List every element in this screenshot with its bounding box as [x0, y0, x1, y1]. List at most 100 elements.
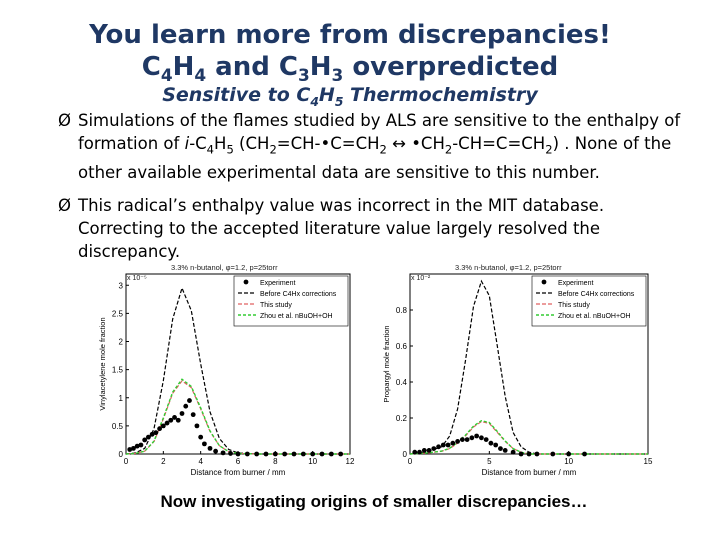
- y-axis-label: Vinylacetylene mole fraction: [98, 317, 107, 410]
- y-tick-label: 1.5: [112, 366, 124, 375]
- vinylacetylene-chart: 3.3% n-butanol, φ=1.2, p=25torr x 10⁻⁵ 0 2 4…: [98, 263, 355, 477]
- title-text: Thermochemistry: [343, 84, 538, 106]
- legend-label: This study: [558, 302, 590, 309]
- series-line: [125, 380, 350, 455]
- subscript: 2: [444, 142, 453, 157]
- subscript: 2: [269, 142, 277, 157]
- subscript: 4: [160, 65, 173, 86]
- experiment-point: [235, 451, 241, 457]
- title-text: overpredicted: [343, 52, 559, 82]
- experiment-point: [198, 434, 204, 440]
- y-axis-label: Propargyl mole fraction: [382, 325, 391, 402]
- experiment-point: [168, 417, 174, 423]
- subscript: 2: [379, 142, 387, 157]
- chart-title: 3.3% n-butanol, φ=1.2, p=25torr: [455, 263, 562, 272]
- bullet-text-segment: H: [214, 134, 227, 153]
- experiment-point: [431, 446, 437, 451]
- x-tick-label: 0: [124, 457, 129, 466]
- experiment-point: [272, 451, 278, 457]
- legend-label: This study: [260, 302, 292, 309]
- subscript: 5: [226, 142, 234, 157]
- experiment-point: [455, 439, 460, 444]
- slide-subtitle: Sensitive to C4H5 Thermochemistry: [0, 84, 710, 109]
- propargyl-chart: 3.3% n-butanol, φ=1.2, p=25torr x 10⁻² 0 5 1…: [382, 263, 653, 477]
- experiment-point: [207, 445, 213, 451]
- y-tick-label: 0.6: [396, 342, 408, 351]
- legend-box: [531, 275, 647, 327]
- experiment-point: [338, 451, 344, 457]
- subscript: 5: [334, 94, 344, 109]
- y-tick-label: 2: [119, 338, 124, 347]
- experiment-point: [190, 412, 196, 418]
- bullet-1: Ø Simulations of the flames studied by A…: [58, 109, 688, 184]
- x-tick-label: 10: [308, 457, 317, 466]
- bullet-text-segment: -CH=C=CH: [452, 134, 546, 153]
- experiment-point: [157, 426, 162, 432]
- legend-label: Before C4Hx corrections: [558, 291, 635, 298]
- subscript: 3: [331, 65, 344, 86]
- title-text: H: [172, 52, 195, 82]
- legend-box: [233, 275, 349, 327]
- bullet-text-segment: =CH-•C=CH: [276, 134, 380, 153]
- experiment-point: [319, 451, 325, 457]
- bullet-text-segment: ) . None of the other available experime…: [78, 134, 672, 183]
- experiment-point: [291, 451, 297, 457]
- experiment-point: [175, 417, 181, 423]
- title-text: H: [309, 52, 332, 82]
- bullet-arrow-icon: Ø: [58, 196, 71, 215]
- bullet-1-text: Simulations of the flames studied by ALS…: [78, 111, 680, 182]
- legend-swatch: [541, 279, 547, 285]
- y-tick-label: 0: [403, 450, 408, 459]
- x-axis-label: Distance from burner / mm: [482, 468, 577, 477]
- experiment-point: [488, 440, 494, 446]
- experiment-point: [328, 451, 334, 457]
- bullet-2-text: This radical’s enthalpy value was incorr…: [78, 196, 604, 261]
- x-tick-label: 10: [564, 457, 573, 466]
- experiment-point: [498, 446, 503, 451]
- legend-label: Zhou et al. nBuOH+OH: [260, 313, 333, 320]
- bullet-text-segment: Simulations of the flames studied by ALS…: [78, 111, 681, 153]
- slide-title-line1: You learn more from discrepancies!: [89, 20, 611, 50]
- experiment-point: [469, 435, 475, 441]
- subscript: 4: [310, 94, 319, 109]
- y-multiplier-label: x 10⁻²: [411, 275, 431, 282]
- legend-label: Zhou et al. nBuOH+OH: [558, 313, 631, 320]
- y-tick-label: 2.5: [112, 309, 124, 318]
- experiment-point: [183, 403, 189, 409]
- experiment-point: [566, 451, 572, 457]
- subscript: 2: [545, 142, 553, 157]
- x-tick-label: 2: [161, 457, 166, 466]
- experiment-point: [445, 442, 451, 448]
- bullet-text-segment: -C: [189, 134, 207, 153]
- bullet-text-segment: This radical’s enthalpy value was incorr…: [78, 196, 605, 261]
- experiment-point: [202, 441, 207, 447]
- experiment-point: [194, 423, 200, 429]
- bullet-text-segment: (CH: [233, 134, 270, 153]
- experiment-point: [582, 451, 587, 457]
- x-tick-label: 6: [236, 457, 241, 466]
- experiment-point: [138, 442, 144, 448]
- legend-label: Before C4Hx corrections: [260, 291, 337, 298]
- experiment-point: [440, 442, 446, 448]
- x-tick-label: 15: [644, 457, 653, 466]
- subscript: 3: [297, 65, 310, 86]
- experiment-point: [254, 451, 260, 457]
- title-text: and C: [206, 52, 298, 82]
- experiment-point: [474, 433, 480, 439]
- y-tick-label: 1: [119, 394, 124, 403]
- experiment-point: [263, 451, 269, 457]
- experiment-point: [164, 420, 170, 426]
- bullet-arrow-icon: Ø: [58, 111, 71, 130]
- experiment-point: [160, 423, 166, 429]
- experiment-point: [310, 451, 316, 457]
- experiment-point: [146, 434, 151, 440]
- title-text: C: [141, 52, 161, 82]
- y-tick-label: 3: [119, 281, 124, 290]
- slide-title-line2: C4H4 and C3H3 overpredicted: [0, 52, 710, 85]
- series-line: [409, 419, 648, 455]
- experiment-point: [134, 443, 140, 449]
- experiment-point: [282, 451, 288, 457]
- experiment-point: [436, 444, 441, 450]
- x-axis-label: Distance from burner / mm: [191, 468, 286, 477]
- footer-note: Now investigating origins of smaller dis…: [160, 492, 588, 511]
